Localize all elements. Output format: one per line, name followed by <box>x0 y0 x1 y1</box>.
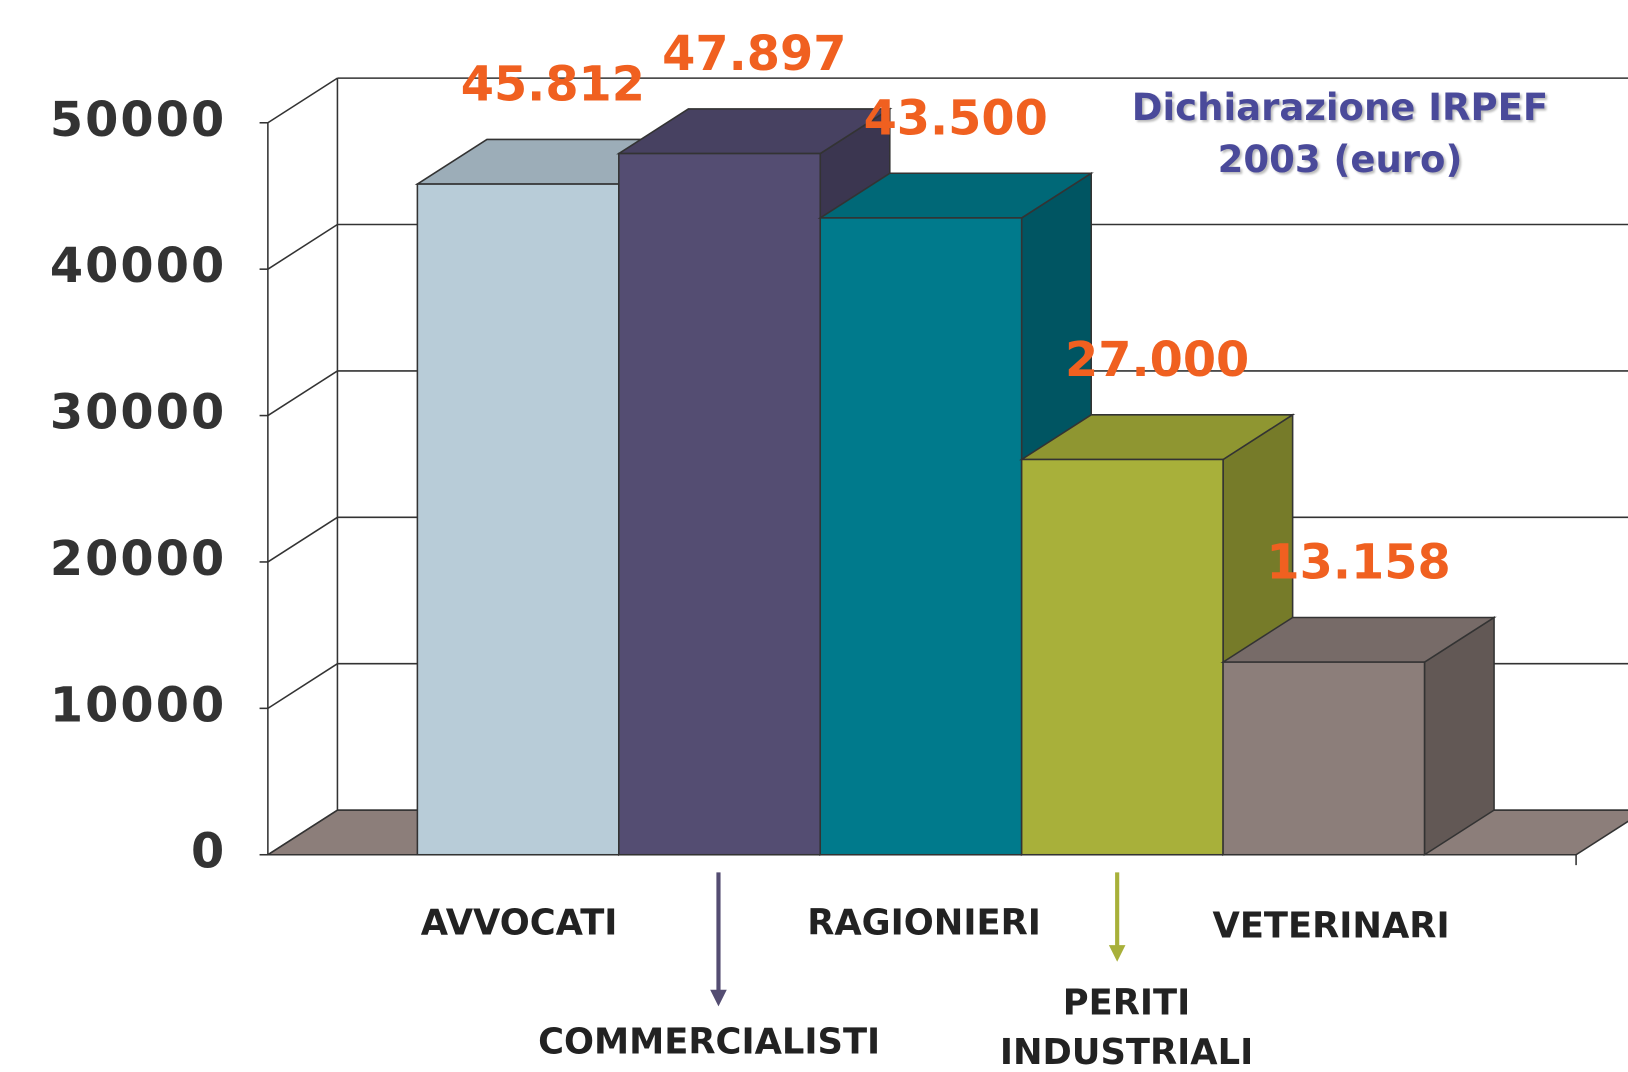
grid-line <box>268 371 338 416</box>
y-tick-label: 30000 <box>50 386 227 441</box>
x-tick-label: AVVOCATI <box>421 902 618 943</box>
value-label: 45.812 <box>461 58 645 113</box>
bar <box>619 154 820 855</box>
value-label: 27.000 <box>1065 333 1249 388</box>
grid-line <box>268 664 338 709</box>
chart-title: Dichiarazione IRPEF 2003 (euro) <box>1090 82 1590 186</box>
arrow-head <box>1109 945 1126 962</box>
grid-line <box>268 225 338 270</box>
page: {"chart_data": {"type": "bar3d", "title"… <box>0 0 1628 1072</box>
x-tick-label: COMMERCIALISTI <box>538 1022 880 1063</box>
bar <box>820 218 1021 855</box>
x-tick-label: VETERINARI <box>1213 905 1450 946</box>
value-label: 47.897 <box>662 27 846 82</box>
y-tick-label: 20000 <box>50 532 227 587</box>
value-label: 13.158 <box>1266 536 1450 591</box>
y-tick-label: 0 <box>191 825 226 880</box>
bar <box>1022 459 1223 854</box>
arrow-head <box>710 990 727 1007</box>
bar <box>1223 662 1424 855</box>
y-tick-label: 10000 <box>50 678 227 733</box>
grid-line <box>268 78 338 123</box>
y-tick-label: 50000 <box>50 93 227 148</box>
bar <box>417 184 618 855</box>
x-tick-label: RAGIONIERI <box>807 902 1041 943</box>
value-label: 43.500 <box>864 91 1048 146</box>
y-tick-label: 40000 <box>50 239 227 294</box>
grid-line <box>268 517 338 562</box>
